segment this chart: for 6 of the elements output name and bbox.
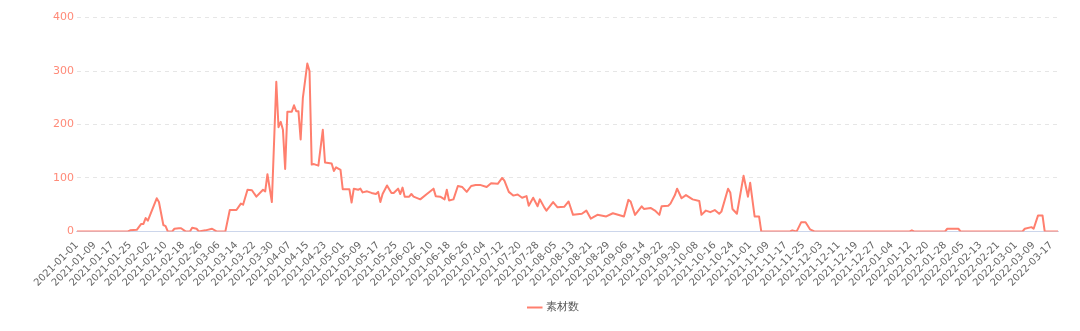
- legend-label: 素材数: [545, 300, 579, 314]
- y-tick-label: 100: [53, 170, 74, 184]
- y-tick-label: 300: [53, 63, 74, 77]
- y-tick-label: 0: [67, 224, 74, 238]
- y-tick-label: 400: [53, 10, 74, 24]
- y-tick-label: 200: [53, 117, 74, 131]
